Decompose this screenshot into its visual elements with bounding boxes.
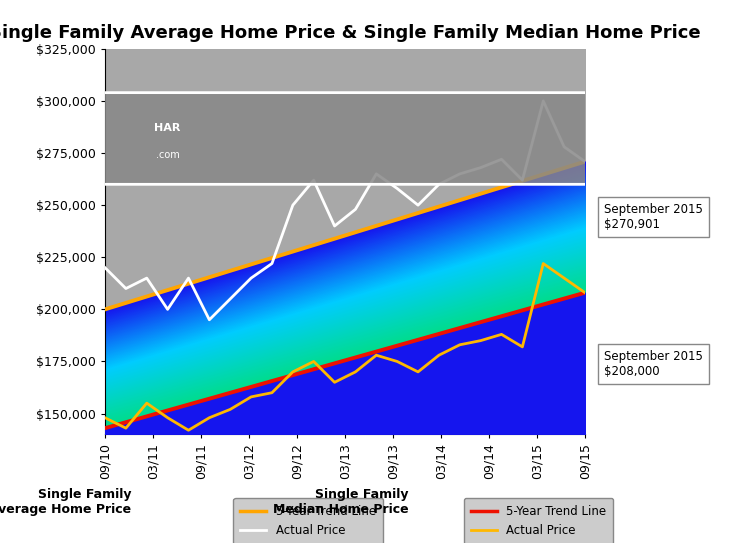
Text: Single Family
Average Home Price: Single Family Average Home Price [0, 488, 131, 516]
Text: HAR: HAR [154, 123, 181, 133]
Title: Single Family Average Home Price & Single Family Median Home Price: Single Family Average Home Price & Singl… [0, 24, 700, 42]
Text: September 2015
$270,901: September 2015 $270,901 [604, 203, 703, 231]
Circle shape [0, 93, 750, 184]
Text: September 2015
$208,000: September 2015 $208,000 [604, 350, 703, 378]
Text: .com: .com [155, 150, 179, 160]
Text: Single Family
Median Home Price: Single Family Median Home Price [273, 488, 409, 516]
Legend: 5-Year Trend Line, Actual Price: 5-Year Trend Line, Actual Price [464, 498, 614, 543]
